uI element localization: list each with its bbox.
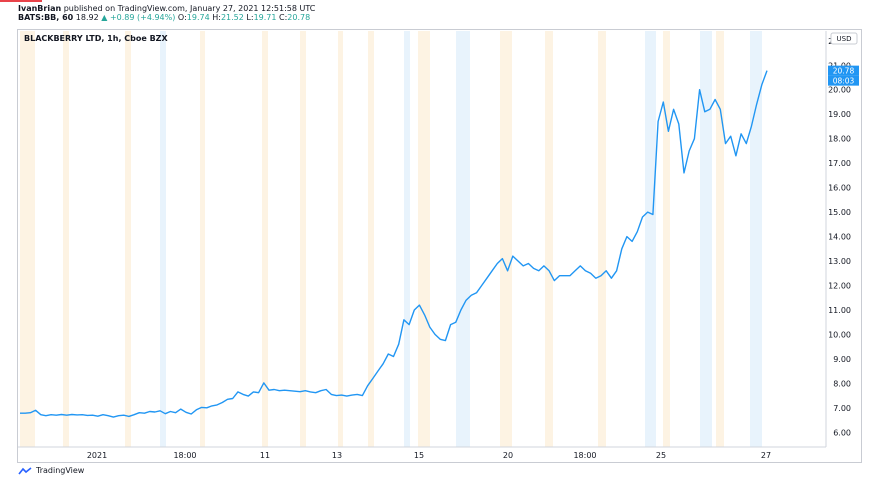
y-tick-label: 8.00 bbox=[833, 379, 851, 388]
y-tick-label: 17.00 bbox=[828, 159, 851, 168]
x-tick-label: 2021 bbox=[87, 451, 107, 460]
last-price-label: 20.78 bbox=[833, 67, 855, 76]
price-change: +0.89 (+4.94%) bbox=[109, 13, 176, 22]
y-tick-label: 15.00 bbox=[828, 208, 851, 217]
session-band bbox=[125, 31, 131, 447]
symbol-name: BATS:BB, 60 bbox=[18, 13, 74, 22]
low-label: L: bbox=[246, 13, 254, 22]
symbol-info-line: BATS:BB, 60 18.92 ▲ +0.89 (+4.94%) O:19.… bbox=[18, 13, 310, 22]
session-band bbox=[545, 31, 553, 447]
x-tick-label: 18:00 bbox=[573, 451, 596, 460]
y-tick-label: 13.00 bbox=[828, 257, 851, 266]
session-band bbox=[300, 31, 306, 447]
session-band bbox=[700, 31, 712, 447]
session-band bbox=[20, 31, 35, 447]
chart-frame[interactable] bbox=[17, 29, 862, 463]
y-tick-label: 10.00 bbox=[828, 330, 851, 339]
footer: TradingView bbox=[18, 466, 84, 475]
session-band bbox=[750, 31, 762, 447]
x-tick-label: 13 bbox=[332, 451, 342, 460]
y-tick-label: 16.00 bbox=[828, 184, 851, 193]
session-band bbox=[663, 31, 670, 447]
price-series-line[interactable] bbox=[20, 70, 768, 418]
session-band bbox=[404, 31, 410, 447]
tradingview-logo-icon bbox=[18, 466, 32, 474]
low-value: 19.71 bbox=[253, 13, 277, 22]
session-band bbox=[456, 31, 470, 447]
currency-badge[interactable] bbox=[830, 32, 858, 45]
x-tick-label: 11 bbox=[260, 451, 270, 460]
top-accent-bar bbox=[0, 0, 42, 2]
y-tick-label: 12.00 bbox=[828, 281, 851, 290]
y-tick-label: 14.00 bbox=[828, 233, 851, 242]
close-label: C: bbox=[279, 13, 288, 22]
x-tick-label: 25 bbox=[656, 451, 666, 460]
x-tick-label: 27 bbox=[761, 451, 771, 460]
currency-label: USD bbox=[837, 35, 852, 43]
session-band bbox=[200, 31, 205, 447]
x-tick-label: 18:00 bbox=[173, 451, 196, 460]
y-tick-label: 9.00 bbox=[833, 355, 851, 364]
session-band bbox=[368, 31, 374, 447]
session-band bbox=[500, 31, 512, 447]
last-price: 18.92 bbox=[75, 13, 99, 22]
session-band bbox=[63, 31, 69, 447]
author-name[interactable]: IvanBrian bbox=[18, 4, 62, 13]
session-band bbox=[418, 31, 430, 447]
x-tick-label: 20 bbox=[503, 451, 513, 460]
session-band bbox=[645, 31, 656, 447]
y-tick-label: 11.00 bbox=[828, 306, 851, 315]
change-arrow-icon: ▲ bbox=[101, 13, 108, 22]
footer-brand[interactable]: TradingView bbox=[36, 466, 85, 475]
y-tick-label: 18.00 bbox=[828, 135, 851, 144]
y-tick-label: 6.00 bbox=[833, 428, 851, 437]
close-value: 20.78 bbox=[287, 13, 311, 22]
y-tick-label: 19.00 bbox=[828, 110, 851, 119]
high-label: H: bbox=[212, 13, 221, 22]
x-tick-label: 15 bbox=[414, 451, 424, 460]
published-text: published on TradingView.com, January 27… bbox=[63, 4, 316, 13]
countdown-label: 08:03 bbox=[833, 77, 855, 86]
open-label: O: bbox=[177, 13, 187, 22]
session-band bbox=[338, 31, 343, 447]
session-band bbox=[716, 31, 724, 447]
chart-title: BLACKBERRY LTD, 1h, Cboe BZX bbox=[24, 34, 168, 43]
high-value: 21.52 bbox=[220, 13, 244, 22]
session-band bbox=[598, 31, 606, 447]
last-price-tag bbox=[828, 65, 859, 76]
session-band bbox=[160, 31, 166, 447]
session-band bbox=[262, 31, 268, 447]
y-tick-label: 20.00 bbox=[828, 86, 851, 95]
y-tick-label: 7.00 bbox=[833, 404, 851, 413]
publication-line: IvanBrian published on TradingView.com, … bbox=[18, 4, 315, 13]
open-value: 19.74 bbox=[186, 13, 210, 22]
countdown-tag bbox=[828, 75, 859, 86]
